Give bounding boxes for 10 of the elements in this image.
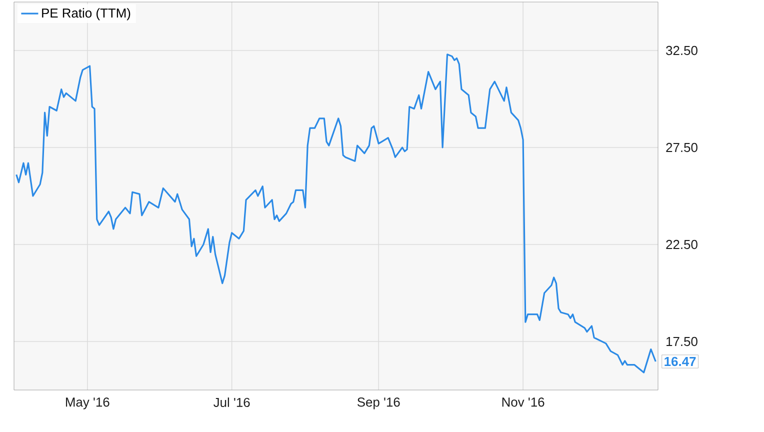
x-tick-label: May '16 xyxy=(66,398,110,410)
x-tick-label: Sep '16 xyxy=(357,398,400,410)
x-tick-label: Nov '16 xyxy=(502,398,544,407)
y-tick-label: 32.50 xyxy=(666,46,698,56)
annotation: 16.47 xyxy=(664,356,696,366)
legend-label: PE Ratio (TTM) xyxy=(42,8,130,20)
x-tick-label: Jul '16 xyxy=(214,398,250,408)
y-tick-label: 27.50 xyxy=(666,142,698,152)
y-tick-label: 22.50 xyxy=(666,240,698,250)
y-tick-label: 17.50 xyxy=(666,336,698,346)
